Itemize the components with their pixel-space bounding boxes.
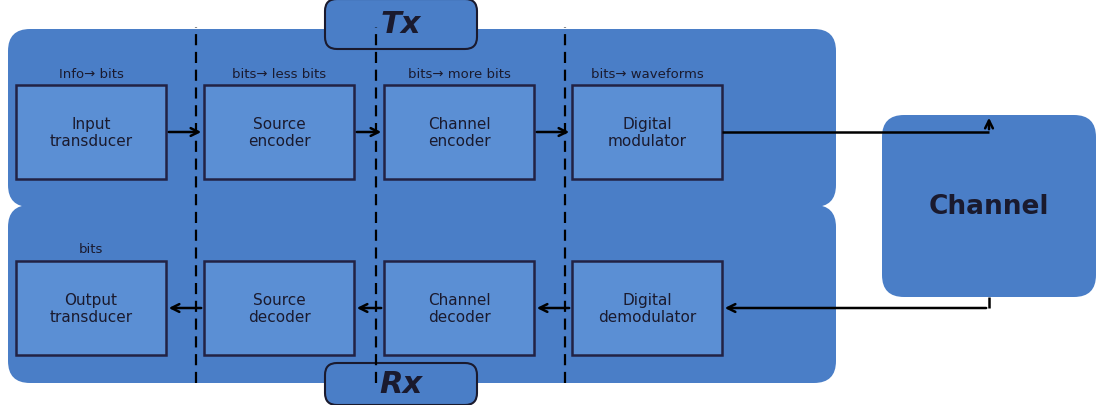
- Text: Channel: Channel: [928, 194, 1049, 220]
- Text: bits→ more bits: bits→ more bits: [407, 68, 510, 81]
- FancyBboxPatch shape: [15, 261, 166, 355]
- Text: Digital
modulator: Digital modulator: [607, 117, 687, 149]
- Text: Channel
encoder: Channel encoder: [427, 117, 490, 149]
- FancyBboxPatch shape: [8, 205, 836, 383]
- FancyBboxPatch shape: [325, 363, 477, 405]
- FancyBboxPatch shape: [204, 261, 354, 355]
- Text: Source
decoder: Source decoder: [247, 292, 310, 324]
- Text: Input
transducer: Input transducer: [50, 117, 132, 149]
- FancyBboxPatch shape: [572, 86, 722, 179]
- FancyBboxPatch shape: [572, 261, 722, 355]
- FancyBboxPatch shape: [384, 86, 534, 179]
- FancyBboxPatch shape: [15, 86, 166, 179]
- FancyBboxPatch shape: [384, 261, 534, 355]
- Text: bits→ waveforms: bits→ waveforms: [591, 68, 703, 81]
- Text: bits: bits: [78, 243, 103, 256]
- Text: Info→ bits: Info→ bits: [59, 68, 124, 81]
- Text: Source
encoder: Source encoder: [247, 117, 310, 149]
- Text: bits→ less bits: bits→ less bits: [232, 68, 326, 81]
- Text: Tx: Tx: [381, 11, 422, 39]
- FancyBboxPatch shape: [204, 86, 354, 179]
- FancyBboxPatch shape: [882, 116, 1096, 297]
- Text: Channel
decoder: Channel decoder: [427, 292, 490, 324]
- Text: Output
transducer: Output transducer: [50, 292, 132, 324]
- FancyBboxPatch shape: [8, 30, 836, 207]
- Text: Digital
demodulator: Digital demodulator: [598, 292, 697, 324]
- FancyBboxPatch shape: [325, 0, 477, 50]
- Text: Rx: Rx: [380, 370, 423, 399]
